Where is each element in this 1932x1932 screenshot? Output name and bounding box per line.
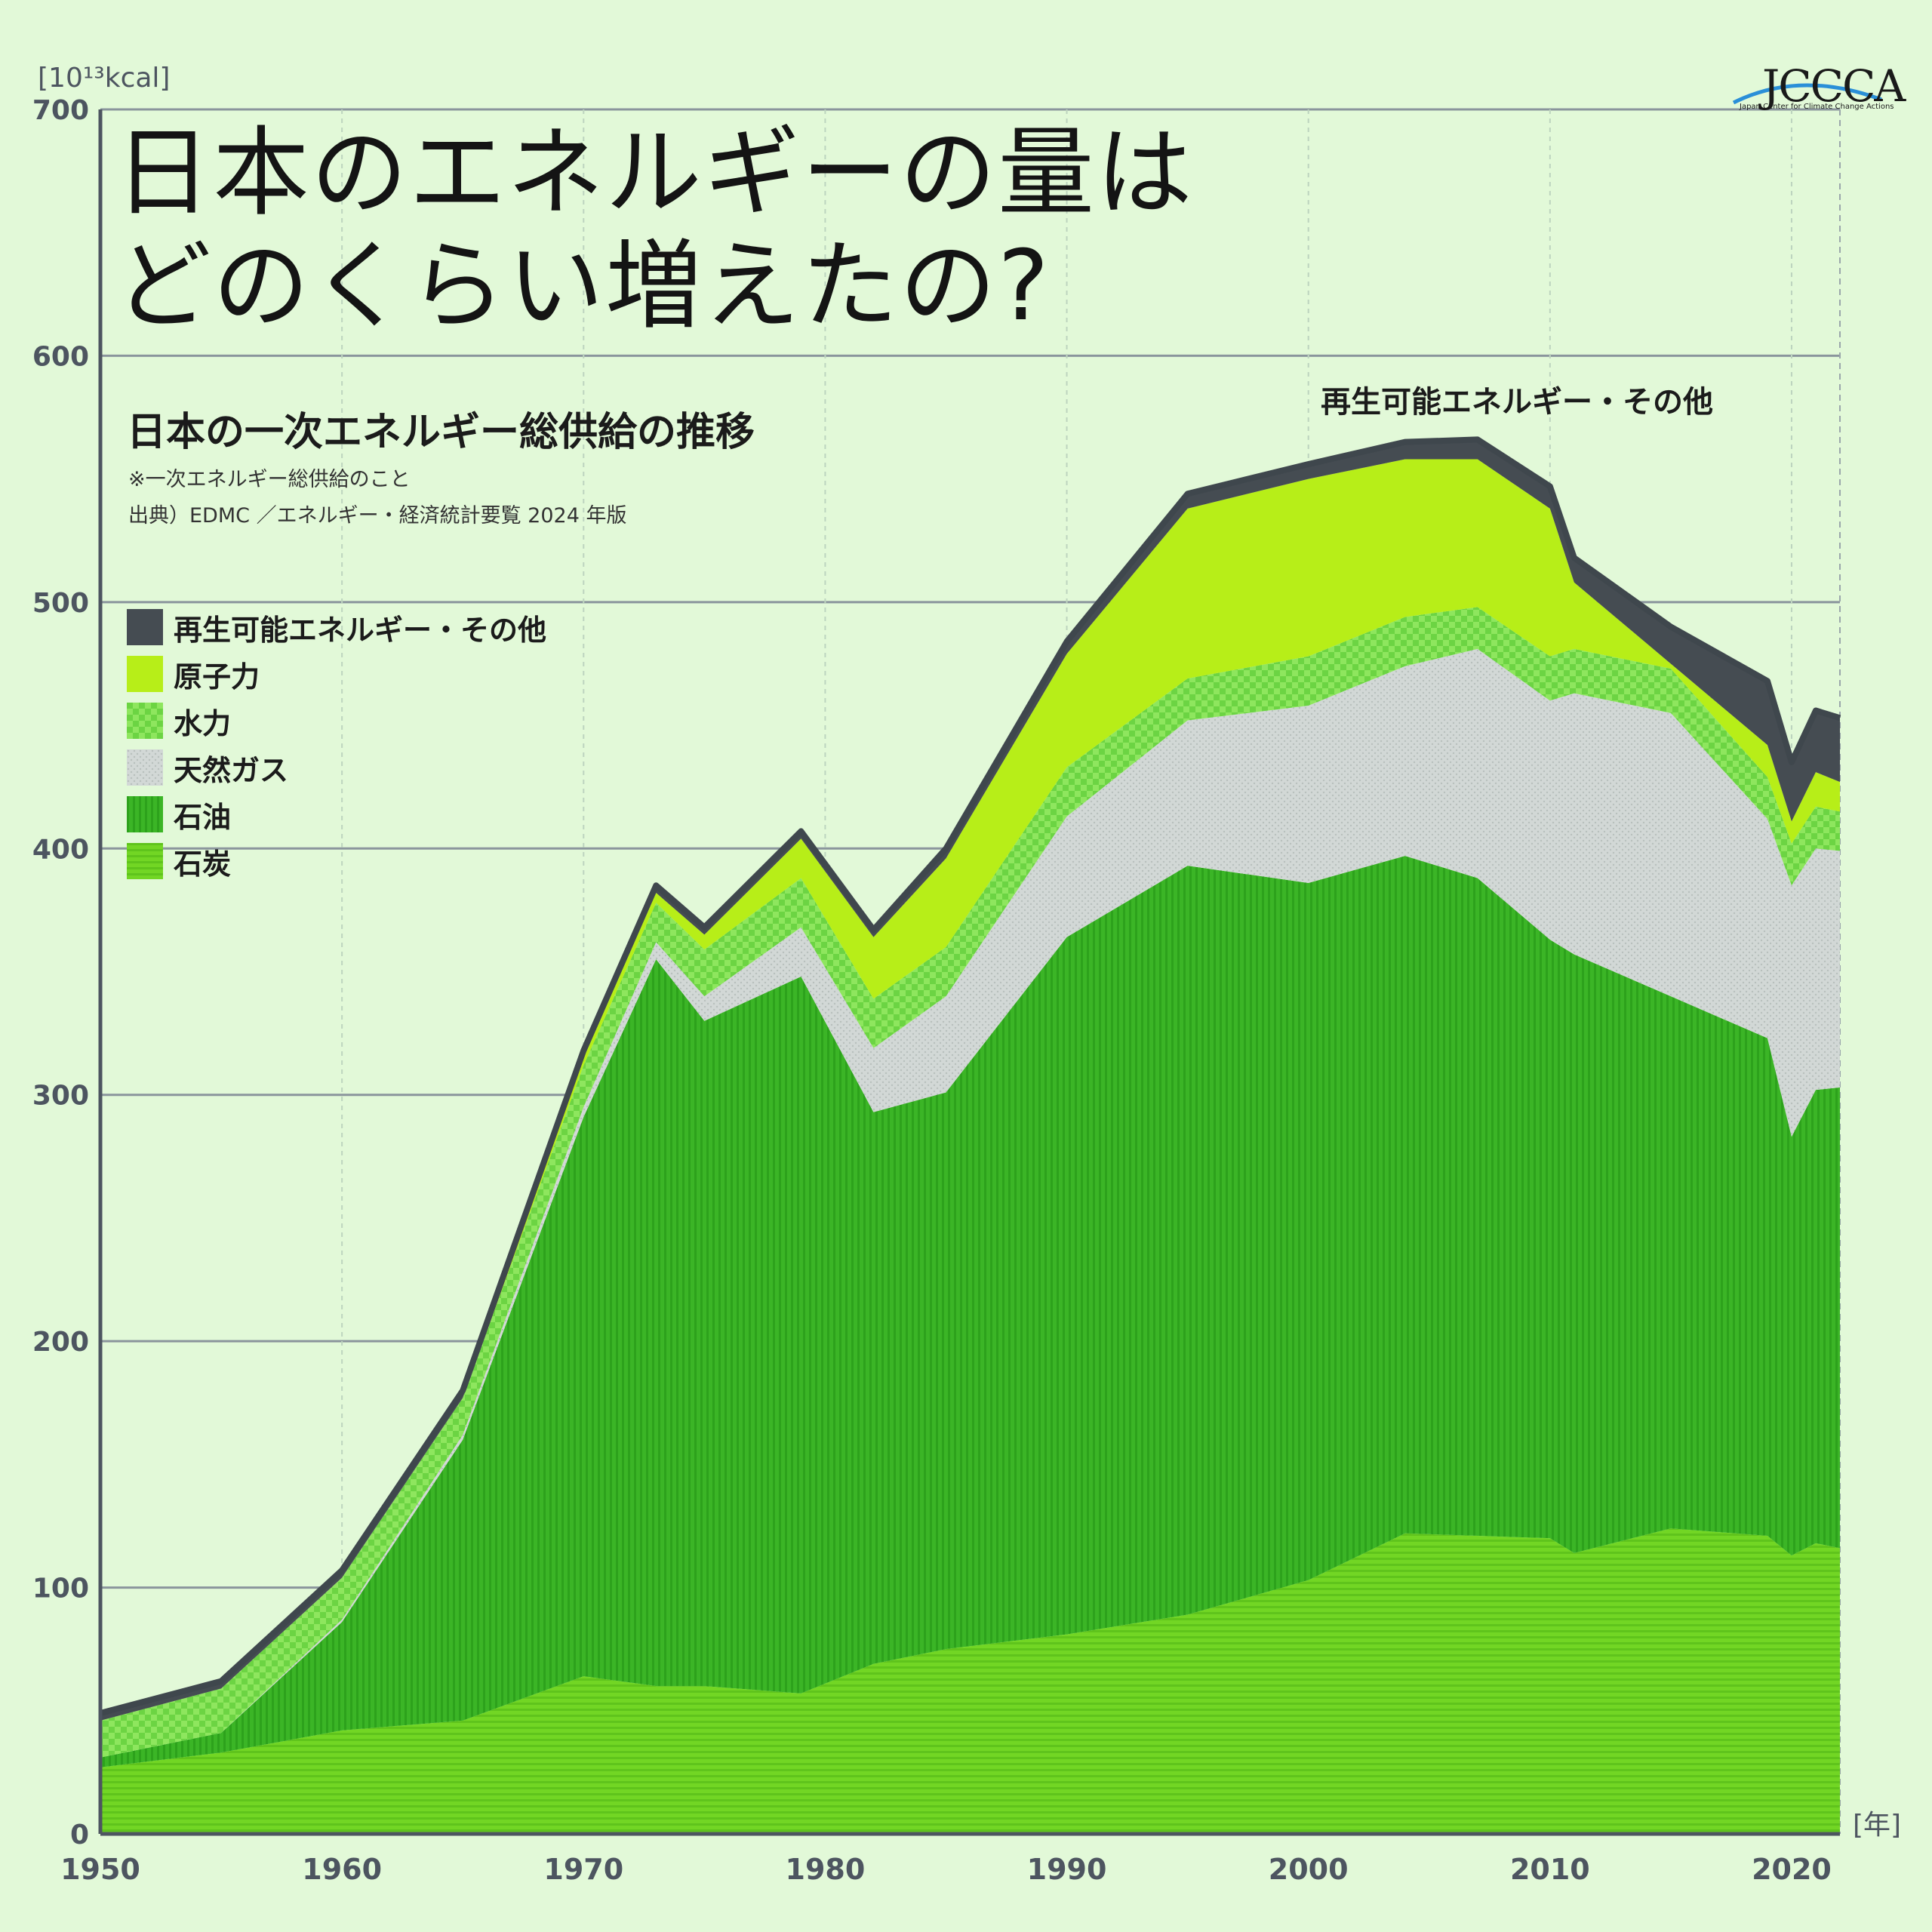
legend-swatch [127, 609, 163, 645]
source-note: 出典）EDMC ／エネルギー・経済統計要覧 2024 年版 [128, 504, 627, 528]
x-tick-label: 2020 [1752, 1853, 1832, 1886]
y-tick-label: 700 [32, 95, 89, 126]
y-tick-label: 0 [70, 1820, 89, 1850]
footnote: ※一次エネルギー総供給のこと [128, 468, 411, 491]
legend-item-coal: 石炭 [127, 838, 546, 884]
y-axis-label: [10¹³kcal] [38, 63, 170, 94]
chart-subtitle: 日本の一次エネルギー総供給の推移 [127, 410, 755, 455]
legend-swatch [127, 796, 163, 832]
chart-legend: 再生可能エネルギー・その他 原子力水力天然ガス石油石炭 [127, 604, 546, 884]
legend-swatch [127, 749, 163, 786]
axes: 0 100 200 300 400 500 600 700 1950 1960 1970 1980 19… [32, 63, 1901, 1886]
logo-subtext: Japan Center for Climate Change Actions [1740, 103, 1894, 111]
y-tick-label: 100 [32, 1574, 89, 1604]
page-title: 日本のエネルギーの量は どのくらい増えたの? [115, 117, 1194, 343]
legend-label: 石炭 [174, 847, 232, 881]
area-hydro [100, 607, 1840, 1758]
legend-label: 天然ガス [174, 753, 289, 787]
legend-swatch [127, 656, 163, 692]
legend-item-hydro: 水力 [127, 697, 546, 744]
x-axis-label: [年] [1853, 1810, 1901, 1841]
legend-swatch [127, 703, 163, 739]
title-line-1: 日本のエネルギーの量は [115, 117, 1195, 229]
logo-text: JCCCA [1762, 60, 1906, 112]
logo-arc-icon [1732, 83, 1882, 105]
area-gas [100, 648, 1840, 1758]
x-tick-label: 2000 [1269, 1853, 1349, 1886]
area-oil [100, 856, 1840, 1767]
jccca-logo: JCCCA Japan Center for Climate Change Ac… [1732, 60, 1906, 113]
legend-label: 再生可能エネルギー・その他 [174, 613, 547, 647]
y-tick-label: 600 [32, 341, 89, 372]
x-tick-label: 1980 [786, 1853, 866, 1886]
x-tick-label: 1950 [60, 1853, 140, 1886]
legend-label: 水力 [174, 706, 232, 740]
renewable-callout: 再生可能エネルギー・その他 [1321, 385, 1713, 420]
x-tick-label: 2010 [1510, 1853, 1590, 1886]
legend-item-oil: 石油 [127, 791, 546, 838]
y-tick-label: 500 [32, 588, 89, 619]
legend-label: 石油 [174, 800, 232, 834]
y-tick-label: 400 [32, 834, 89, 865]
legend-item-nuclear: 原子力 [127, 651, 546, 697]
y-tick-label: 200 [32, 1327, 89, 1358]
legend-swatch [127, 843, 163, 879]
legend-item-gas: 天然ガス [127, 744, 546, 791]
title-line-2: どのくらい増えたの? [115, 230, 1051, 343]
y-tick-label: 300 [32, 1081, 89, 1112]
legend-item-renewable: 再生可能エネルギー・その他 [127, 604, 546, 651]
chart-areas [99, 436, 1841, 1834]
x-tick-label: 1970 [543, 1853, 623, 1886]
x-tick-label: 1960 [302, 1853, 382, 1886]
x-tick-label: 1990 [1027, 1853, 1107, 1886]
total-outline [99, 436, 1841, 1716]
area-coal [100, 1528, 1840, 1834]
legend-label: 原子力 [174, 660, 260, 694]
